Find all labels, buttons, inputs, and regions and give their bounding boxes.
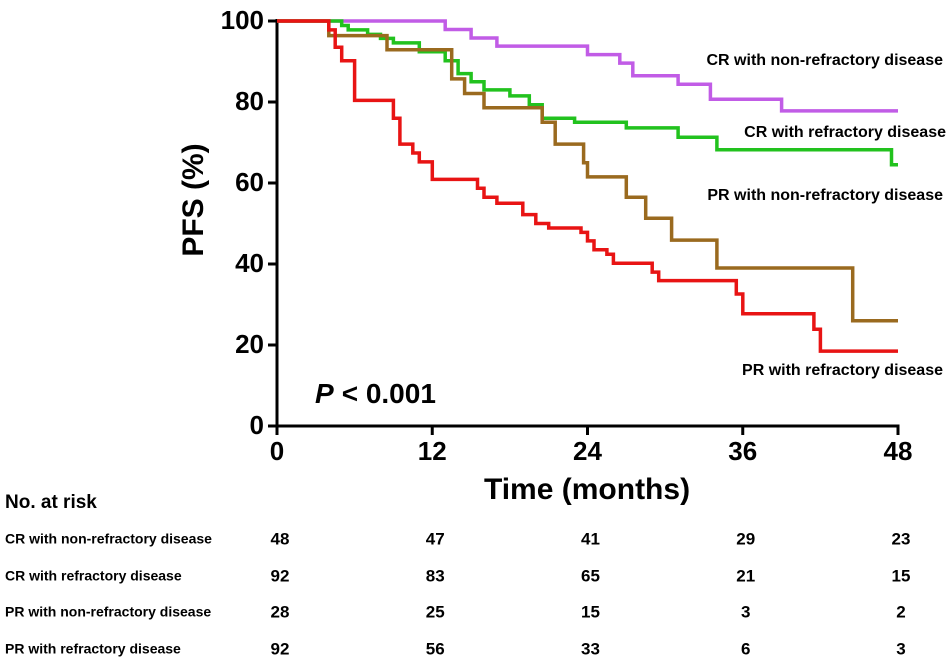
risk-count: 56 <box>426 639 445 658</box>
y-tick-label: 0 <box>250 410 264 440</box>
p-text: < 0.001 <box>342 378 436 409</box>
y-axis-label: PFS (%) <box>177 143 210 256</box>
survival-curve <box>277 19 898 167</box>
risk-row-name: CR with refractory disease <box>5 568 182 584</box>
risk-count: 29 <box>736 529 755 548</box>
survival-curve <box>277 19 898 353</box>
risk-count: 15 <box>581 602 600 621</box>
risk-title: No. at risk <box>5 492 97 513</box>
risk-count: 28 <box>271 602 290 621</box>
risk-count: 48 <box>271 529 290 548</box>
survival-curve <box>277 19 898 323</box>
x-axis-label: Time (months) <box>484 473 690 506</box>
curve-label: PR with refractory disease <box>742 362 943 379</box>
x-tick-label: 36 <box>728 436 757 466</box>
risk-count: 23 <box>892 529 911 548</box>
risk-count: 3 <box>741 602 750 621</box>
risk-count: 41 <box>581 529 600 548</box>
risk-count: 92 <box>271 566 290 585</box>
x-tick-label: 0 <box>270 436 284 466</box>
risk-count: 15 <box>892 566 911 585</box>
risk-count: 21 <box>736 566 755 585</box>
risk-count: 2 <box>896 602 905 621</box>
x-tick-label: 12 <box>418 436 447 466</box>
p-value: P < 0.001 <box>315 378 436 409</box>
risk-count: 83 <box>426 566 445 585</box>
risk-count: 25 <box>426 602 445 621</box>
y-tick-label: 80 <box>235 86 264 116</box>
risk-row-name: PR with non-refractory disease <box>5 604 211 620</box>
risk-count: 92 <box>271 639 290 658</box>
y-tick-label: 20 <box>235 329 264 359</box>
risk-row-name: CR with non-refractory disease <box>5 531 212 547</box>
risk-count: 65 <box>581 566 600 585</box>
p-symbol: P <box>315 378 334 409</box>
curve-label: PR with non-refractory disease <box>707 187 943 204</box>
risk-count: 6 <box>741 639 750 658</box>
y-tick-label: 40 <box>235 248 264 278</box>
risk-row-name: PR with refractory disease <box>5 641 181 657</box>
risk-count: 3 <box>896 639 905 658</box>
curve-label: CR with refractory disease <box>744 124 946 141</box>
y-tick-label: 60 <box>235 167 264 197</box>
risk-count: 33 <box>581 639 600 658</box>
curve-label: CR with non-refractory disease <box>707 52 944 69</box>
x-tick-label: 48 <box>884 436 913 466</box>
survival-curve <box>277 19 898 113</box>
y-tick-label: 100 <box>221 5 264 35</box>
risk-count: 47 <box>426 529 445 548</box>
x-tick-label: 24 <box>573 436 602 466</box>
